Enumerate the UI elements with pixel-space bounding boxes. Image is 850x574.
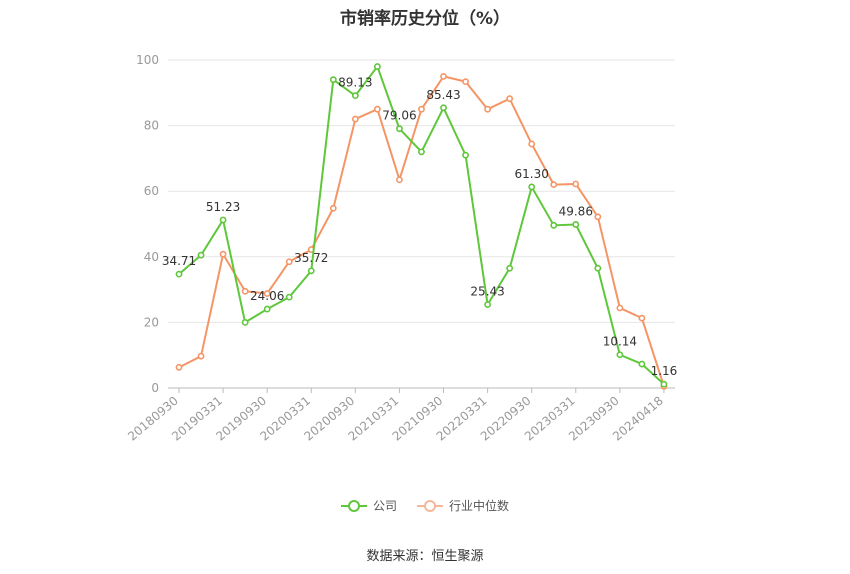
company-point <box>263 305 271 313</box>
industry-median-point <box>241 287 249 295</box>
industry-median-point <box>462 78 469 86</box>
company-data-label: 89.13 <box>338 76 372 90</box>
company-data-label: 34.71 <box>162 254 196 268</box>
chart-title: 市销率历史分位（%） <box>339 9 511 29</box>
y-tick-label: 0 <box>151 381 159 395</box>
company-point <box>175 270 183 278</box>
label-layer: 34.71 51.23 24.06 35.72 89.13 79.06 85.43 25.43… <box>162 76 677 379</box>
industry-median-point <box>219 250 227 258</box>
company-point <box>528 183 536 191</box>
y-tick-label: 40 <box>144 250 159 264</box>
industry-median-point <box>616 304 624 312</box>
industry-median-point <box>175 363 183 371</box>
company-data-label: 79.06 <box>382 109 416 123</box>
legend-swatch-company <box>340 499 367 513</box>
industry-median-point <box>285 258 293 266</box>
industry-median-point <box>528 140 536 148</box>
legend-item-company[interactable]: 公司 <box>340 497 397 514</box>
industry-median-point <box>396 176 403 184</box>
company-point <box>594 264 602 272</box>
company-point <box>197 251 205 259</box>
legend: 公司 行业中位数 <box>0 497 850 514</box>
company-data-label: 35.72 <box>294 251 328 265</box>
industry-median-point <box>484 105 492 113</box>
company-point <box>418 148 425 156</box>
y-tick-label: 60 <box>144 184 159 198</box>
company-data-label: 24.06 <box>250 289 284 303</box>
legend-swatch-industry-median <box>417 499 443 513</box>
industry-median-point <box>594 213 602 221</box>
company-point <box>307 267 315 275</box>
company-data-label: 61.30 <box>515 167 549 181</box>
industry-median-point <box>263 290 271 297</box>
company-point <box>572 221 580 228</box>
industry-median-point <box>418 105 425 113</box>
industry-median-point <box>506 95 514 103</box>
company-point <box>329 76 337 84</box>
grid-layer <box>168 59 675 323</box>
company-point <box>351 92 359 100</box>
company-point <box>219 216 227 224</box>
company-data-label: 10.14 <box>603 335 637 349</box>
company-point <box>660 380 668 388</box>
company-data-label: 25.43 <box>470 285 504 299</box>
industry-median-point <box>351 115 359 123</box>
legend-label-company: 公司 <box>372 499 397 513</box>
company-point <box>616 351 624 359</box>
industry-median-point <box>572 180 580 188</box>
company-data-label: 51.23 <box>206 200 240 214</box>
industry-median-point <box>550 181 558 189</box>
company-point <box>373 63 381 70</box>
industry-median-point <box>440 73 447 80</box>
company-point <box>241 318 249 326</box>
company-point <box>285 293 293 301</box>
company-point <box>396 125 403 133</box>
legend-item-industry-median[interactable]: 行业中位数 <box>417 497 509 514</box>
company-data-label: 1.16 <box>651 364 678 378</box>
y-tick-label: 100 <box>136 53 159 67</box>
company-point <box>638 360 646 368</box>
company-point <box>462 151 469 159</box>
source-note: 数据来源：恒生聚源 <box>366 549 484 564</box>
industry-median-point <box>329 204 337 212</box>
industry-median-point <box>638 314 646 322</box>
y-tick-label: 20 <box>144 315 159 329</box>
company-point <box>506 264 514 272</box>
company-data-label: 85.43 <box>426 88 460 102</box>
company-point <box>550 221 558 229</box>
industry-median-point <box>197 352 205 360</box>
series-layer <box>175 63 668 390</box>
industry-median-point <box>373 105 381 113</box>
company-data-label: 49.86 <box>559 204 593 218</box>
y-tick-label: 80 <box>144 119 159 133</box>
company-point <box>440 104 447 112</box>
industry-median-series-line <box>178 75 665 387</box>
company-point <box>484 301 492 308</box>
legend-label-industry-median: 行业中位数 <box>449 499 510 513</box>
company-series-line <box>178 65 665 385</box>
